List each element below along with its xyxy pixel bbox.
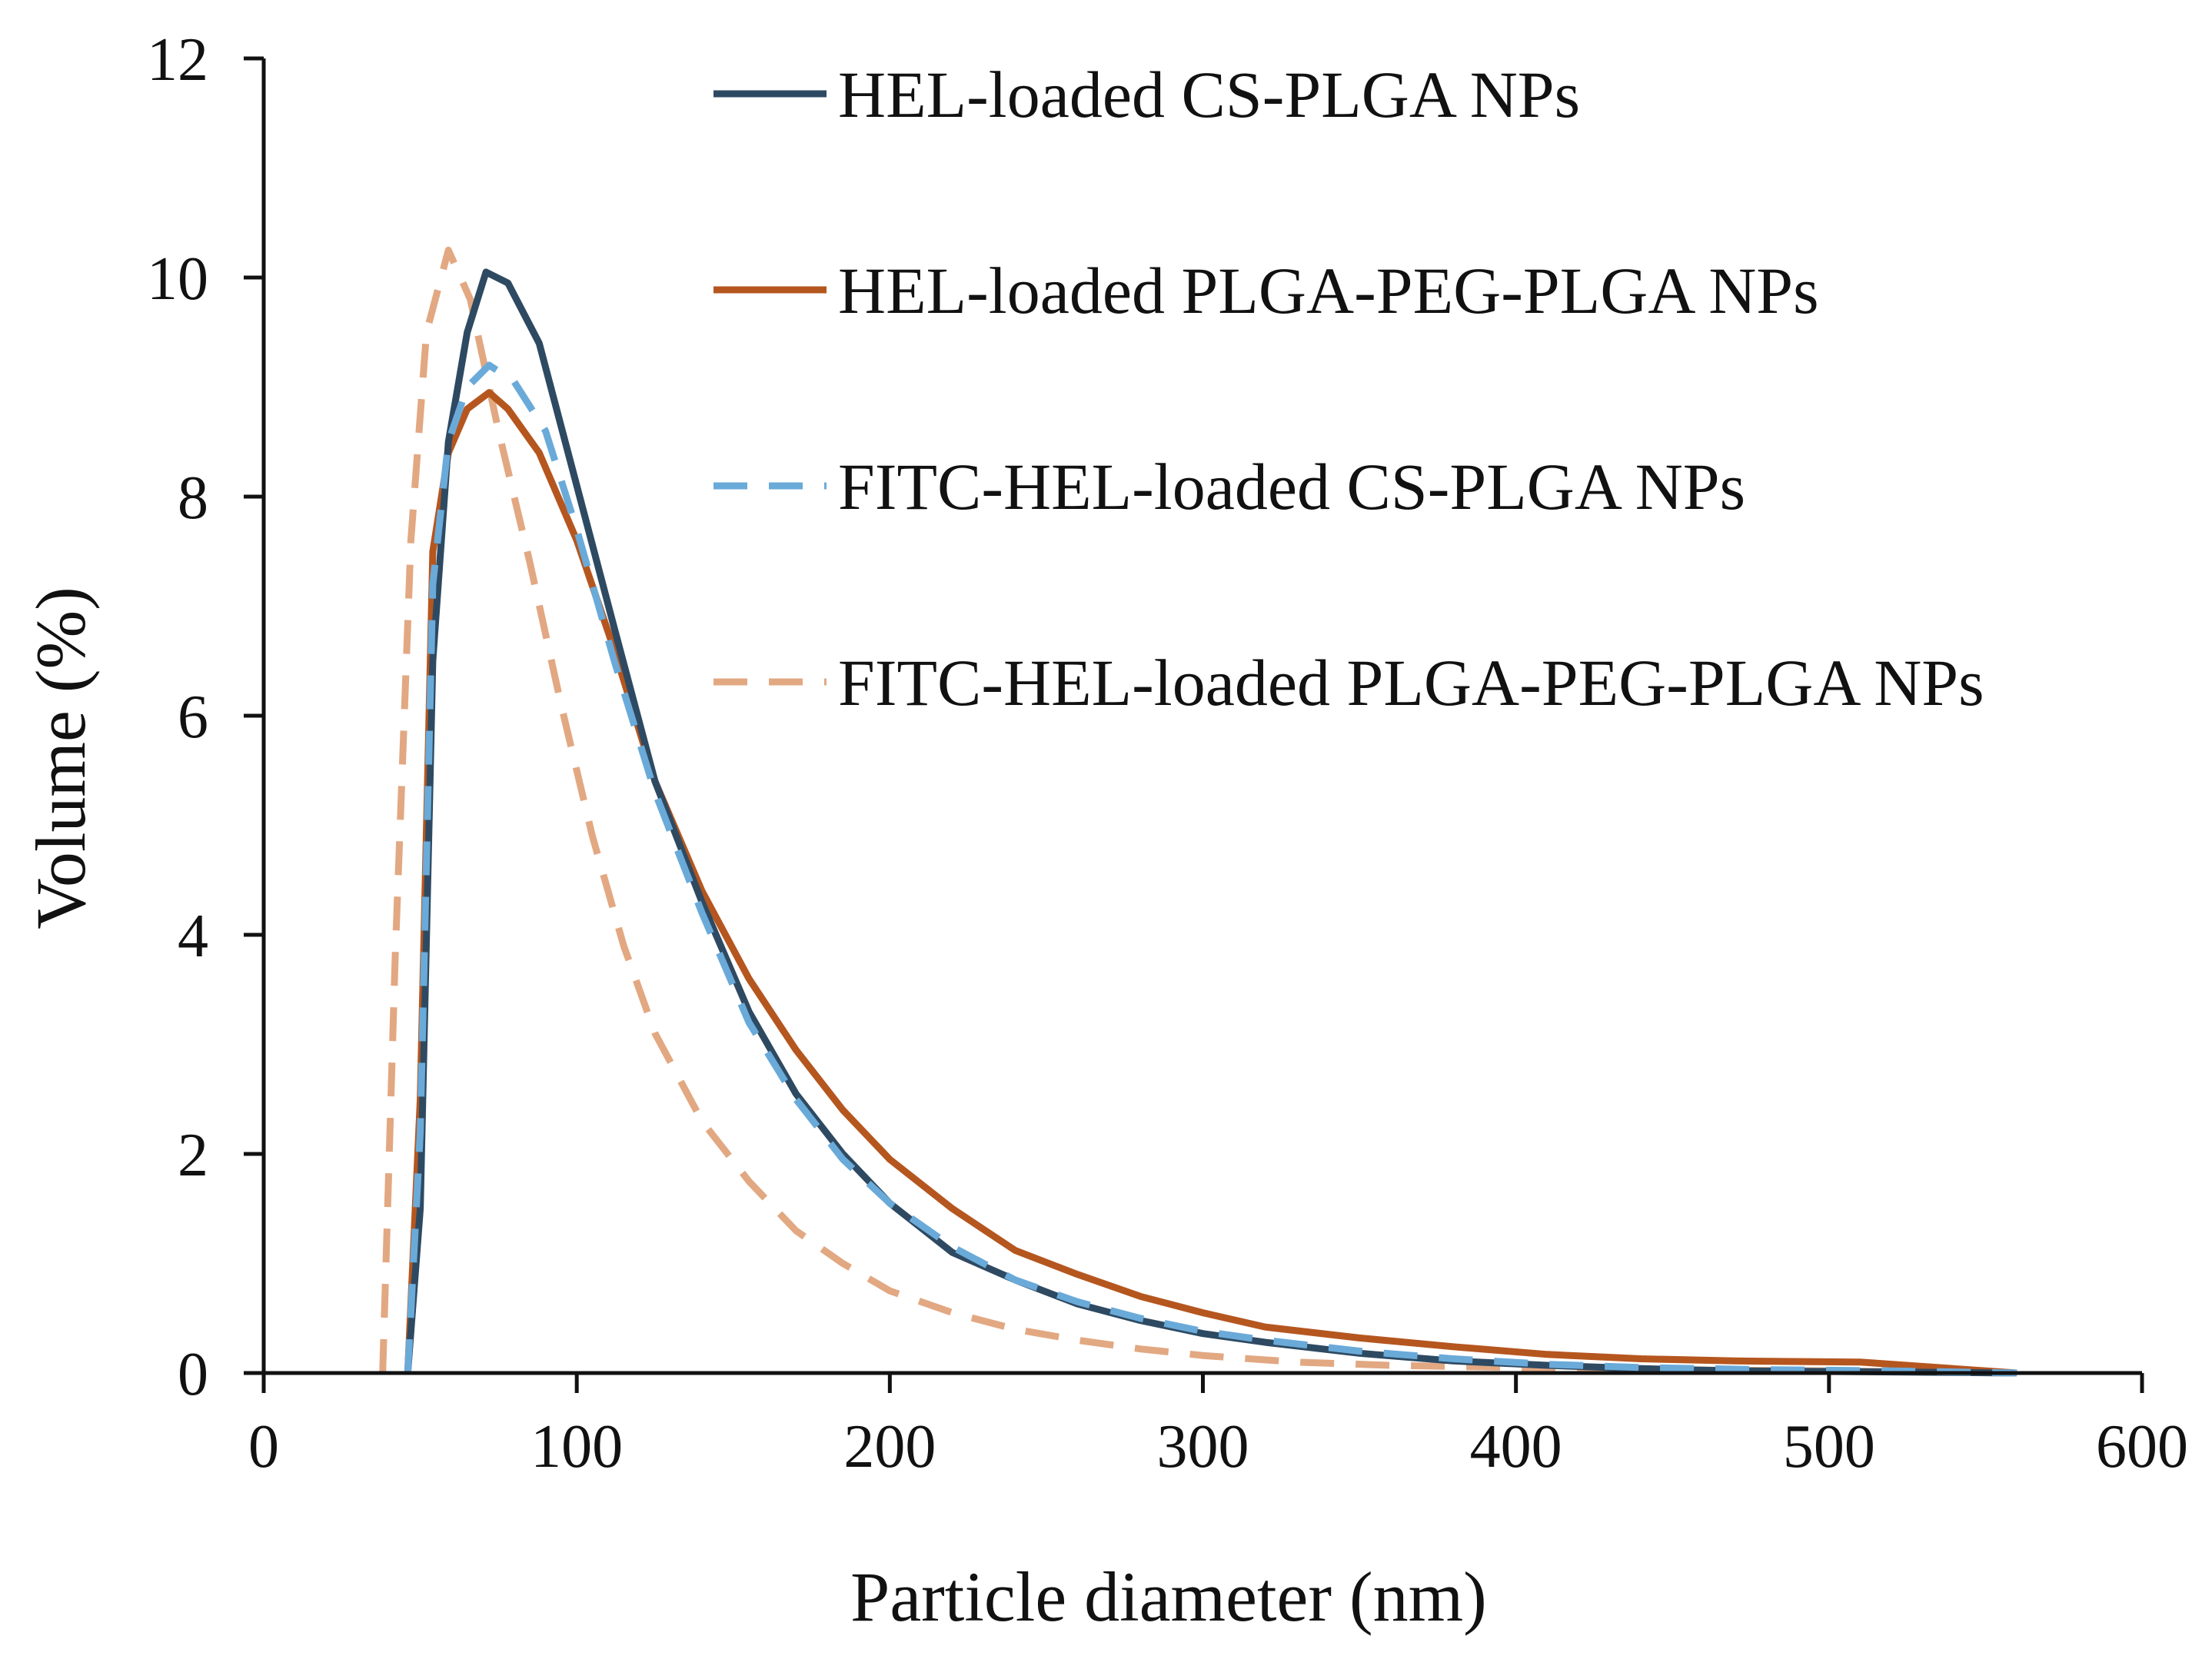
series-lines bbox=[379, 246, 2017, 1377]
series-line-4 bbox=[379, 246, 2017, 1377]
legend-label: FITC-HEL-loaded PLGA-PEG-PLGA NPs bbox=[838, 646, 1984, 720]
x-tick-label: 600 bbox=[2096, 1413, 2188, 1481]
x-tick-label: 300 bbox=[1157, 1413, 1249, 1481]
legend-label: HEL-loaded CS-PLGA NPs bbox=[838, 58, 1580, 131]
legend-label: FITC-HEL-loaded CS-PLGA NPs bbox=[838, 450, 1745, 524]
axes: 0 2 4 6 8 10 12 0 100 200 300 400 500 600 bbox=[147, 26, 2188, 1481]
y-axis-title: Volume (%) bbox=[22, 587, 100, 929]
legend-item-2: HEL-loaded PLGA-PEG-PLGA NPs bbox=[713, 254, 1819, 327]
y-tick-label: 0 bbox=[178, 1341, 208, 1408]
y-tick-label: 6 bbox=[178, 683, 208, 751]
y-tick-label: 2 bbox=[178, 1122, 208, 1189]
legend-item-4: FITC-HEL-loaded PLGA-PEG-PLGA NPs bbox=[713, 646, 1984, 720]
y-tick-label: 10 bbox=[147, 245, 208, 313]
y-tick-label: 4 bbox=[178, 903, 208, 970]
series-line-2 bbox=[404, 389, 2017, 1377]
series-line-3 bbox=[404, 361, 2017, 1377]
y-tick-label: 12 bbox=[147, 26, 208, 94]
x-tick-label: 200 bbox=[843, 1413, 936, 1481]
x-tick-label: 500 bbox=[1783, 1413, 1875, 1481]
series-line-1 bbox=[404, 268, 2017, 1377]
legend-item-3: FITC-HEL-loaded CS-PLGA NPs bbox=[713, 450, 1745, 524]
legend-label: HEL-loaded PLGA-PEG-PLGA NPs bbox=[838, 254, 1819, 327]
x-axis-ticks: 0 100 200 300 400 500 600 bbox=[248, 1373, 2188, 1481]
x-tick-label: 400 bbox=[1470, 1413, 1562, 1481]
y-axis-ticks: 0 2 4 6 8 10 12 bbox=[147, 26, 264, 1408]
x-axis-title: Particle diameter (nm) bbox=[850, 1558, 1487, 1636]
legend: HEL-loaded CS-PLGA NPs HEL-loaded PLGA-PE… bbox=[713, 58, 1984, 720]
x-tick-label: 100 bbox=[531, 1413, 623, 1481]
x-tick-label: 0 bbox=[248, 1413, 279, 1481]
y-tick-label: 8 bbox=[178, 464, 208, 532]
legend-item-1: HEL-loaded CS-PLGA NPs bbox=[713, 58, 1580, 131]
